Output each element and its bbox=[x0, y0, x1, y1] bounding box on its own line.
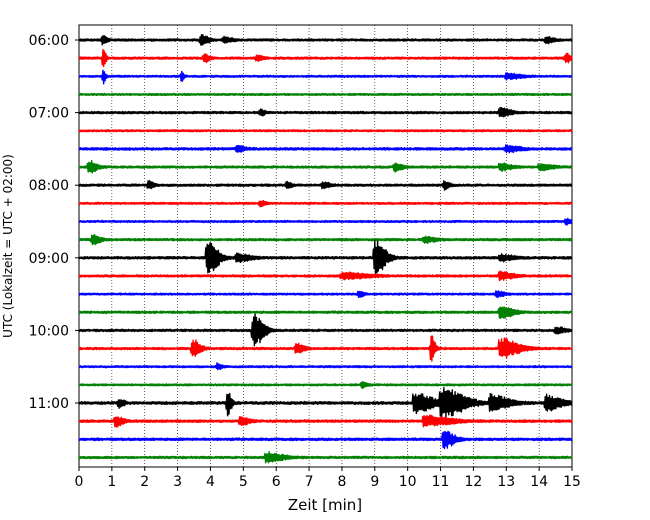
trace-row bbox=[78, 239, 573, 275]
x-tick-label: 5 bbox=[239, 474, 248, 490]
x-tick-label: 12 bbox=[464, 474, 482, 490]
y-tick-label: 09:00 bbox=[29, 251, 69, 267]
trace-row bbox=[78, 335, 573, 362]
x-tick-label: 15 bbox=[563, 474, 581, 490]
y-tick-label: 07:00 bbox=[29, 106, 69, 122]
trace-row bbox=[78, 270, 573, 282]
trace-row bbox=[78, 451, 573, 464]
trace-row bbox=[78, 179, 573, 191]
x-axis-ticks: 0 1 2 3 4 5 6 7 8 9 10 11 12 13 14 15 bbox=[75, 467, 581, 490]
y-axis-label: UTC (Lokalzeit = UTC + 02:00) bbox=[1, 154, 15, 338]
trace-row bbox=[78, 430, 573, 450]
x-tick-label: 13 bbox=[497, 474, 515, 490]
trace-row bbox=[78, 144, 573, 154]
trace-row bbox=[78, 106, 573, 118]
trace-row bbox=[78, 69, 573, 85]
y-tick-label: 10:00 bbox=[29, 323, 69, 339]
trace-row bbox=[78, 92, 573, 97]
trace-row bbox=[78, 387, 573, 419]
trace-row bbox=[78, 381, 573, 390]
trace-row bbox=[78, 129, 573, 133]
x-tick-label: 1 bbox=[107, 474, 116, 490]
x-tick-label: 10 bbox=[399, 474, 417, 490]
y-tick-label: 11:00 bbox=[29, 396, 69, 412]
trace-row bbox=[78, 362, 573, 371]
x-tick-label: 8 bbox=[337, 474, 346, 490]
trace-row bbox=[78, 414, 573, 428]
x-tick-label: 11 bbox=[432, 474, 450, 490]
trace-row bbox=[78, 217, 573, 226]
x-tick-label: 7 bbox=[305, 474, 314, 490]
trace-row bbox=[78, 33, 573, 46]
x-tick-label: 0 bbox=[75, 474, 84, 490]
trace-row bbox=[78, 48, 573, 68]
trace-row bbox=[78, 306, 573, 320]
trace-row bbox=[78, 159, 573, 174]
x-tick-label: 3 bbox=[173, 474, 182, 490]
x-tick-label: 14 bbox=[530, 474, 548, 490]
x-tick-label: 9 bbox=[370, 474, 379, 490]
y-tick-label: 08:00 bbox=[29, 178, 69, 194]
trace-row bbox=[78, 313, 573, 347]
y-tick-label: 06:00 bbox=[29, 33, 69, 49]
trace-row bbox=[78, 233, 573, 246]
x-axis-label: Zeit [min] bbox=[288, 496, 362, 514]
trace-row bbox=[78, 199, 573, 208]
seismic-traces bbox=[78, 33, 573, 464]
trace-row bbox=[78, 290, 573, 299]
x-tick-label: 6 bbox=[272, 474, 281, 490]
x-tick-label: 4 bbox=[206, 474, 215, 490]
y-axis-ticks: 06:00 07:00 08:00 09:00 10:00 11:00 bbox=[29, 33, 79, 412]
x-tick-label: 2 bbox=[140, 474, 149, 490]
